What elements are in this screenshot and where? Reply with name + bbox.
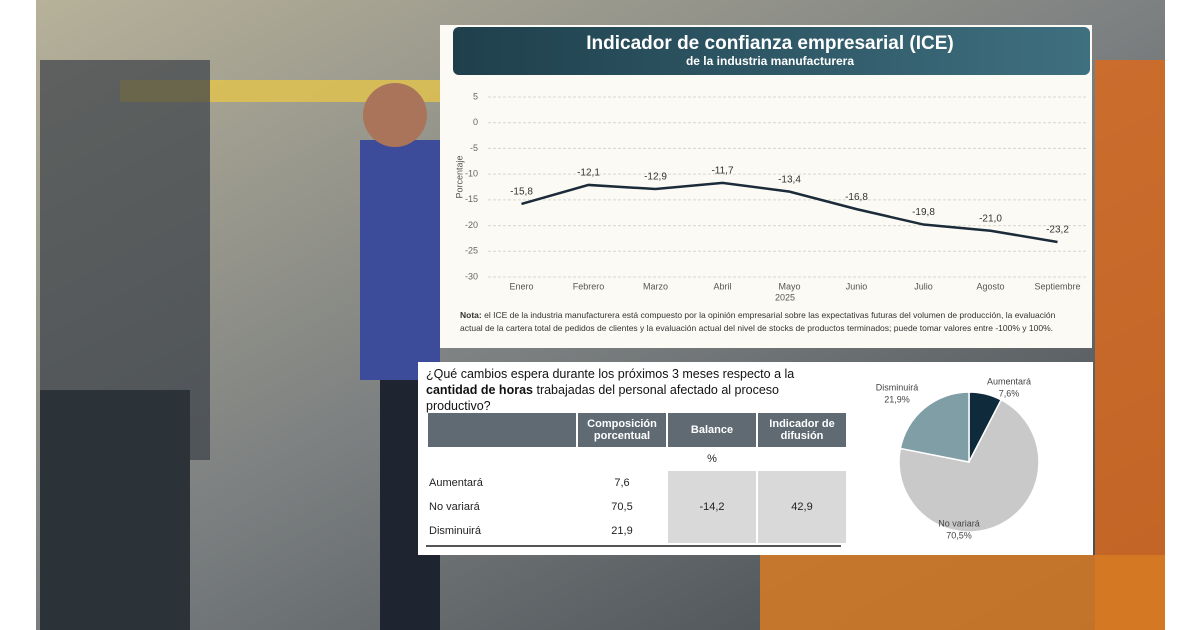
row-label: Aumentará xyxy=(429,477,483,489)
pie-chart: Aumentará 7,6% No variará 70,5% Disminuirá 21… xyxy=(876,376,1040,540)
cell: 7,6 xyxy=(614,477,630,489)
cell: 42,9 xyxy=(758,471,846,543)
unit: % xyxy=(707,453,717,465)
slice-label: No variará xyxy=(938,518,980,528)
line-chart: Indicador de confianza empresarial (ICE)… xyxy=(453,27,1090,302)
pie-slice xyxy=(898,398,1040,533)
y-tick-label: 0 xyxy=(473,117,478,127)
y-tick-label: -30 xyxy=(465,271,478,281)
question: ¿Qué cambios espera durante los próximos… xyxy=(426,366,846,414)
value-label: -12,9 xyxy=(644,172,667,183)
y-tick-label: 5 xyxy=(473,91,478,101)
x-tick-label: Mayo xyxy=(778,281,800,291)
x-tick-label: Agosto xyxy=(976,281,1004,291)
title-banner xyxy=(453,27,1090,75)
x-tick-label: Junio xyxy=(846,281,868,291)
line-chart-panel: Indicador de confianza empresarial (ICE)… xyxy=(440,25,1092,348)
chart-subtitle: de la industria manufacturera xyxy=(686,54,854,68)
header-cell: Indicador de difusión xyxy=(758,413,846,447)
x-tick-label: Julio xyxy=(914,281,933,291)
chart-title: Indicador de confianza empresarial (ICE) xyxy=(586,33,953,54)
survey-panel: ¿Qué cambios espera durante los próximos… xyxy=(418,362,1093,555)
x-tick-label: Abril xyxy=(713,281,731,291)
slice-label: Aumentará xyxy=(987,376,1031,386)
cell: 70,5 xyxy=(611,501,633,513)
value-label: -12,1 xyxy=(577,168,600,179)
value-label: -23,2 xyxy=(1046,225,1069,236)
cell: -14,2 xyxy=(668,471,756,543)
value-label: -21,0 xyxy=(979,213,1002,224)
row-label: Disminuirá xyxy=(429,525,481,537)
header-cell xyxy=(428,413,576,447)
pie-slice xyxy=(899,391,970,463)
y-axis-label: Porcentaje xyxy=(454,155,464,198)
value-label: -13,4 xyxy=(778,174,801,185)
x-axis-label: 2025 xyxy=(775,292,795,302)
value-label: -16,8 xyxy=(845,192,868,203)
slice-value: 7,6% xyxy=(999,388,1020,398)
value-label: -11,7 xyxy=(711,166,733,177)
value-label: -15,8 xyxy=(510,187,533,198)
x-tick-label: Febrero xyxy=(573,281,605,291)
y-tick-label: -5 xyxy=(470,143,478,153)
x-tick-label: Marzo xyxy=(643,281,668,291)
question-text: trabajadas del personal afectado al proc… xyxy=(426,383,779,413)
question-text: ¿Qué cambios espera durante los próximos… xyxy=(426,367,795,381)
slice-label: Disminuirá xyxy=(876,382,919,392)
header-cell: Balance xyxy=(668,413,756,447)
question-bold: cantidad de horas xyxy=(426,383,533,397)
line xyxy=(521,181,1058,244)
note: Nota: el ICE de la industria manufacture… xyxy=(460,309,1080,335)
slice-value: 70,5% xyxy=(946,530,972,540)
x-tick-label: Septiembre xyxy=(1034,281,1080,291)
x-tick-label: Enero xyxy=(509,281,533,291)
row-label: No variará xyxy=(429,501,480,513)
header-cell: Composición porcentual xyxy=(578,413,666,447)
y-tick-label: -10 xyxy=(465,169,478,179)
y-tick-label: -20 xyxy=(465,220,478,230)
y-tick-label: -15 xyxy=(465,194,478,204)
slice-value: 21,9% xyxy=(884,394,910,404)
value-label: -19,8 xyxy=(912,207,935,218)
table: Composición porcentual Balance Indicador… xyxy=(426,413,848,543)
y-tick-label: -25 xyxy=(465,246,478,256)
table-rule xyxy=(426,545,841,547)
note-label: Nota: xyxy=(460,310,482,320)
note-text: el ICE de la industria manufacturera est… xyxy=(460,310,1056,333)
cell: 21,9 xyxy=(611,525,633,537)
